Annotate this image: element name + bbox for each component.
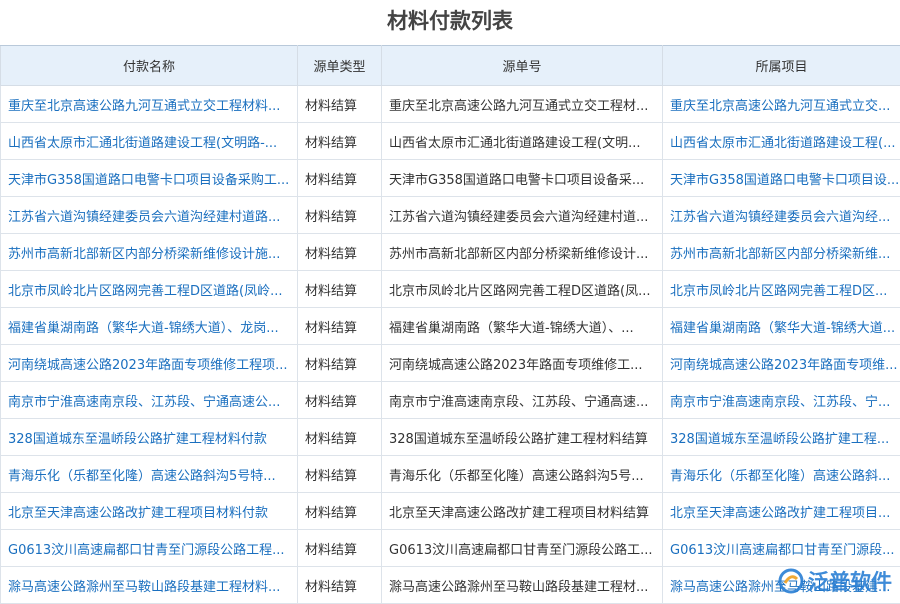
table-cell: 材料结算 (298, 234, 382, 271)
link-cell[interactable]: 山西省太原市汇通北街道路建设工程(文明路-... (1, 123, 298, 160)
page-title: 材料付款列表 (0, 0, 900, 45)
table-cell: 328国道城东至温峤段公路扩建工程材料结算 (382, 419, 663, 456)
link-cell[interactable]: 重庆至北京高速公路九河互通式立交工程材料... (1, 86, 298, 123)
table-body: 重庆至北京高速公路九河互通式立交工程材料...材料结算重庆至北京高速公路九河互通… (1, 86, 900, 604)
table-cell: G0613汶川高速扁都口甘青至门源段公路工... (382, 530, 663, 567)
table-row: 滁马高速公路滁州至马鞍山路段基建工程材料...材料结算滁马高速公路滁州至马鞍山路… (1, 567, 900, 604)
link-cell[interactable]: 山西省太原市汇通北街道路建设工程(... (663, 123, 900, 160)
table-cell: 材料结算 (298, 160, 382, 197)
link-cell[interactable]: 北京市凤岭北片区路网完善工程D区道路(凤岭... (1, 271, 298, 308)
table-row: 南京市宁淮高速南京段、江苏段、宁通高速公...材料结算南京市宁淮高速南京段、江苏… (1, 382, 900, 419)
watermark-logo (778, 568, 804, 594)
table-cell: 材料结算 (298, 567, 382, 604)
table-cell: 山西省太原市汇通北街道路建设工程(文明... (382, 123, 663, 160)
column-header: 所属项目 (663, 46, 900, 86)
link-cell[interactable]: 天津市G358国道路口电警卡口项目设备采购工... (1, 160, 298, 197)
link-cell[interactable]: 福建省巢湖南路（繁华大道-锦绣大道）、龙岗... (1, 308, 298, 345)
watermark: 泛普软件 (778, 566, 892, 596)
table-cell: 青海乐化（乐都至化隆）高速公路斜沟5号... (382, 456, 663, 493)
link-cell[interactable]: 北京至天津高速公路改扩建工程项目材料付款 (1, 493, 298, 530)
table-cell: 北京至天津高速公路改扩建工程项目材料结算 (382, 493, 663, 530)
link-cell[interactable]: 南京市宁淮高速南京段、江苏段、宁通高速公... (1, 382, 298, 419)
table-cell: 材料结算 (298, 493, 382, 530)
link-cell[interactable]: 北京市凤岭北片区路网完善工程D区... (663, 271, 900, 308)
table-cell: 材料结算 (298, 123, 382, 160)
table-row: 天津市G358国道路口电警卡口项目设备采购工...材料结算天津市G358国道路口… (1, 160, 900, 197)
table-cell: 材料结算 (298, 308, 382, 345)
watermark-text: 泛普软件 (808, 566, 892, 596)
table-cell: 材料结算 (298, 345, 382, 382)
table-row: 北京至天津高速公路改扩建工程项目材料付款材料结算北京至天津高速公路改扩建工程项目… (1, 493, 900, 530)
table-cell: 天津市G358国道路口电警卡口项目设备采... (382, 160, 663, 197)
table-cell: 材料结算 (298, 86, 382, 123)
table-cell: 河南绕城高速公路2023年路面专项维修工... (382, 345, 663, 382)
table-cell: 材料结算 (298, 419, 382, 456)
table-cell: 苏州市高新北部新区内部分桥梁新维修设计... (382, 234, 663, 271)
table-cell: 滁马高速公路滁州至马鞍山路段基建工程材... (382, 567, 663, 604)
link-cell[interactable]: 青海乐化（乐都至化隆）高速公路斜沟5号特... (1, 456, 298, 493)
table-row: 苏州市高新北部新区内部分桥梁新维修设计施...材料结算苏州市高新北部新区内部分桥… (1, 234, 900, 271)
table-cell: 材料结算 (298, 530, 382, 567)
link-cell[interactable]: G0613汶川高速扁都口甘青至门源段公路工程... (1, 530, 298, 567)
link-cell[interactable]: 江苏省六道沟镇经建委员会六道沟经... (663, 197, 900, 234)
link-cell[interactable]: 328国道城东至温峤段公路扩建工程... (663, 419, 900, 456)
table-cell: 福建省巢湖南路（繁华大道-锦绣大道）、... (382, 308, 663, 345)
column-header: 付款名称 (1, 46, 298, 86)
link-cell[interactable]: 北京至天津高速公路改扩建工程项目... (663, 493, 900, 530)
table-cell: 材料结算 (298, 271, 382, 308)
table-cell: 重庆至北京高速公路九河互通式立交工程材... (382, 86, 663, 123)
link-cell[interactable]: 天津市G358国道路口电警卡口项目设... (663, 160, 900, 197)
table-row: 北京市凤岭北片区路网完善工程D区道路(凤岭...材料结算北京市凤岭北片区路网完善… (1, 271, 900, 308)
table-cell: 材料结算 (298, 197, 382, 234)
column-header: 源单类型 (298, 46, 382, 86)
link-cell[interactable]: 南京市宁淮高速南京段、江苏段、宁... (663, 382, 900, 419)
link-cell[interactable]: 河南绕城高速公路2023年路面专项维修工程项... (1, 345, 298, 382)
column-header: 源单号 (382, 46, 663, 86)
link-cell[interactable]: 滁马高速公路滁州至马鞍山路段基建工程材料... (1, 567, 298, 604)
link-cell[interactable]: 苏州市高新北部新区内部分桥梁新维修设计施... (1, 234, 298, 271)
table-row: 河南绕城高速公路2023年路面专项维修工程项...材料结算河南绕城高速公路202… (1, 345, 900, 382)
table-row: 江苏省六道沟镇经建委员会六道沟经建村道路...材料结算江苏省六道沟镇经建委员会六… (1, 197, 900, 234)
link-cell[interactable]: 328国道城东至温峤段公路扩建工程材料付款 (1, 419, 298, 456)
link-cell[interactable]: 江苏省六道沟镇经建委员会六道沟经建村道路... (1, 197, 298, 234)
link-cell[interactable]: 福建省巢湖南路（繁华大道-锦绣大道... (663, 308, 900, 345)
table-cell: 材料结算 (298, 456, 382, 493)
table-row: 重庆至北京高速公路九河互通式立交工程材料...材料结算重庆至北京高速公路九河互通… (1, 86, 900, 123)
table-row: 青海乐化（乐都至化隆）高速公路斜沟5号特...材料结算青海乐化（乐都至化隆）高速… (1, 456, 900, 493)
payment-table: 付款名称源单类型源单号所属项目 重庆至北京高速公路九河互通式立交工程材料...材… (0, 45, 900, 604)
link-cell[interactable]: 青海乐化（乐都至化隆）高速公路斜... (663, 456, 900, 493)
link-cell[interactable]: 重庆至北京高速公路九河互通式立交... (663, 86, 900, 123)
table-cell: 江苏省六道沟镇经建委员会六道沟经建村道... (382, 197, 663, 234)
table-row: 山西省太原市汇通北街道路建设工程(文明路-...材料结算山西省太原市汇通北街道路… (1, 123, 900, 160)
table-head: 付款名称源单类型源单号所属项目 (1, 46, 900, 86)
link-cell[interactable]: 河南绕城高速公路2023年路面专项维... (663, 345, 900, 382)
table-row: 福建省巢湖南路（繁华大道-锦绣大道）、龙岗...材料结算福建省巢湖南路（繁华大道… (1, 308, 900, 345)
table-cell: 南京市宁淮高速南京段、江苏段、宁通高速... (382, 382, 663, 419)
table-cell: 材料结算 (298, 382, 382, 419)
link-cell[interactable]: G0613汶川高速扁都口甘青至门源段... (663, 530, 900, 567)
link-cell[interactable]: 苏州市高新北部新区内部分桥梁新维... (663, 234, 900, 271)
header-row: 付款名称源单类型源单号所属项目 (1, 46, 900, 86)
table-cell: 北京市凤岭北片区路网完善工程D区道路(凤... (382, 271, 663, 308)
